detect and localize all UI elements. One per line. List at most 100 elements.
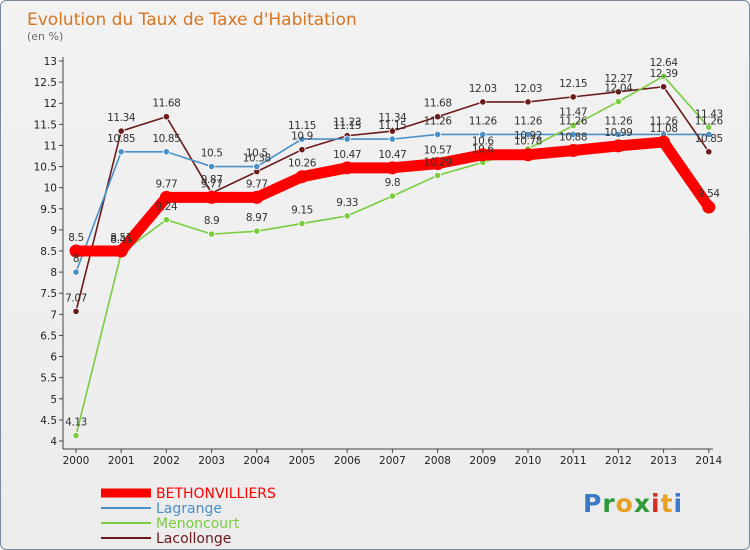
data-label-bethonvilliers: 10.6 [472, 136, 494, 148]
data-point-menoncourt [705, 123, 713, 131]
x-tick-label: 2004 [243, 455, 270, 467]
data-point-menoncourt [253, 227, 261, 235]
data-point-bethonvilliers [205, 190, 219, 204]
data-point-bethonvilliers [702, 200, 716, 214]
data-label-bethonvilliers: 9.54 [698, 188, 720, 200]
data-label-lacollonge: 9.87 [201, 174, 223, 186]
x-tick-label: 2002 [153, 455, 180, 467]
x-tick-label: 2007 [379, 455, 406, 467]
x-tick-label: 2001 [108, 455, 135, 467]
data-label-lacollonge: 12.27 [604, 73, 632, 85]
logo-letter: P [583, 489, 603, 518]
data-point-menoncourt [343, 212, 351, 220]
data-label-lacollonge: 10.85 [695, 133, 723, 145]
y-tick-label: 12.5 [34, 77, 57, 89]
data-label-bethonvilliers: 10.47 [378, 149, 406, 161]
data-label-menoncourt: 10.29 [424, 156, 452, 168]
data-point-bethonvilliers [250, 190, 264, 204]
data-label-lagrange: 11.15 [333, 120, 361, 132]
data-point-lagrange [479, 130, 487, 139]
legend-label-lagrange: Lagrange [156, 501, 222, 517]
y-tick-label: 6.5 [40, 330, 57, 342]
y-tick-label: 9.5 [40, 204, 57, 216]
y-tick-label: 9 [50, 225, 57, 237]
x-tick-label: 2003 [198, 455, 225, 467]
data-point-lacollonge [569, 93, 577, 101]
data-label-lagrange: 11.26 [695, 115, 724, 127]
data-point-lagrange [388, 135, 396, 143]
chart-subtitle: (en %) [27, 30, 63, 43]
data-label-lagrange: 11.26 [559, 115, 588, 127]
data-point-lacollonge [614, 88, 623, 96]
data-label-lacollonge: 11.34 [378, 112, 407, 124]
axes: 4 4.5 5 5.5 6 6.5 7 7.5 8 8.5 9 9.5 10 10.5 11 11.5 12 12… [34, 56, 723, 467]
data-label-lagrange: 11.15 [288, 120, 316, 132]
y-tick-label: 13 [44, 56, 57, 68]
data-label-bethonvilliers: 10.99 [604, 127, 632, 139]
x-tick-label: 2012 [605, 455, 632, 467]
data-point-lacollonge [162, 113, 170, 121]
data-label-menoncourt: 11.43 [695, 108, 723, 120]
data-label-menoncourt: 12.04 [604, 83, 633, 95]
x-tick-label: 2000 [63, 455, 90, 467]
data-label-bethonvilliers: 11.08 [650, 123, 678, 135]
y-tick-label: 7.5 [40, 288, 57, 300]
data-label-lagrange: 11.15 [378, 120, 406, 132]
data-label-bethonvilliers: 9.77 [201, 178, 223, 190]
data-point-lagrange [343, 135, 351, 143]
data-label-lacollonge: 10.9 [291, 131, 313, 143]
data-label-bethonvilliers: 10.88 [559, 132, 587, 144]
y-tick-label: 5 [50, 394, 57, 406]
proxiti-logo: Proxiti [583, 489, 683, 518]
data-point-bethonvilliers [611, 139, 625, 153]
data-label-menoncourt: 11.47 [559, 107, 587, 119]
data-label-menoncourt: 9.24 [156, 201, 178, 213]
x-tick-label: 2010 [515, 455, 542, 467]
data-point-menoncourt [298, 219, 306, 228]
data-label-lagrange: 11.26 [604, 115, 633, 127]
x-tick-label: 2009 [469, 455, 496, 467]
data-point-lagrange [433, 130, 442, 139]
data-point-lagrange [117, 148, 125, 156]
data-point-lagrange [569, 130, 577, 139]
series-layer [69, 72, 716, 440]
data-point-bethonvilliers [476, 148, 490, 162]
x-tick-label: 2011 [560, 455, 587, 467]
y-tick-label: 8 [50, 267, 57, 279]
data-point-lagrange [614, 130, 623, 139]
chart-title: Evolution du Taux de Taxe d'Habitation [27, 10, 357, 30]
data-label-menoncourt: 10.92 [514, 130, 542, 142]
data-point-bethonvilliers [69, 244, 83, 258]
data-label-menoncourt: 12.64 [650, 57, 679, 69]
data-label-menoncourt: 8.45 [110, 234, 132, 246]
x-tick-label: 2008 [424, 455, 451, 467]
data-label-lacollonge: 7.07 [65, 292, 87, 304]
data-point-lagrange [72, 268, 80, 276]
data-point-lacollonge [298, 146, 306, 154]
data-point-lagrange [253, 162, 261, 171]
y-tick-label: 12 [44, 98, 57, 110]
y-tick-label: 4 [50, 436, 57, 448]
data-point-lacollonge [479, 98, 487, 106]
y-tick-label: 11 [44, 140, 57, 152]
data-label-menoncourt: 8.9 [204, 215, 220, 227]
data-point-lagrange [705, 130, 713, 139]
logo-letter: x [633, 489, 651, 518]
data-point-menoncourt [388, 192, 396, 200]
data-point-lagrange [162, 148, 170, 156]
data-label-lacollonge: 11.68 [424, 98, 452, 110]
data-point-lacollonge [659, 83, 668, 91]
data-point-menoncourt [659, 72, 668, 80]
data-point-lagrange [208, 162, 216, 171]
data-point-lacollonge [72, 307, 80, 315]
logo-letter: o [615, 489, 634, 518]
data-point-bethonvilliers [566, 144, 580, 158]
legend-label-lacollonge: Lacollonge [156, 531, 231, 547]
y-tick-label: 6 [50, 352, 57, 364]
y-tick-label: 4.5 [40, 415, 57, 427]
data-point-bethonvilliers [521, 148, 535, 162]
data-label-lacollonge: 12.15 [559, 78, 587, 90]
